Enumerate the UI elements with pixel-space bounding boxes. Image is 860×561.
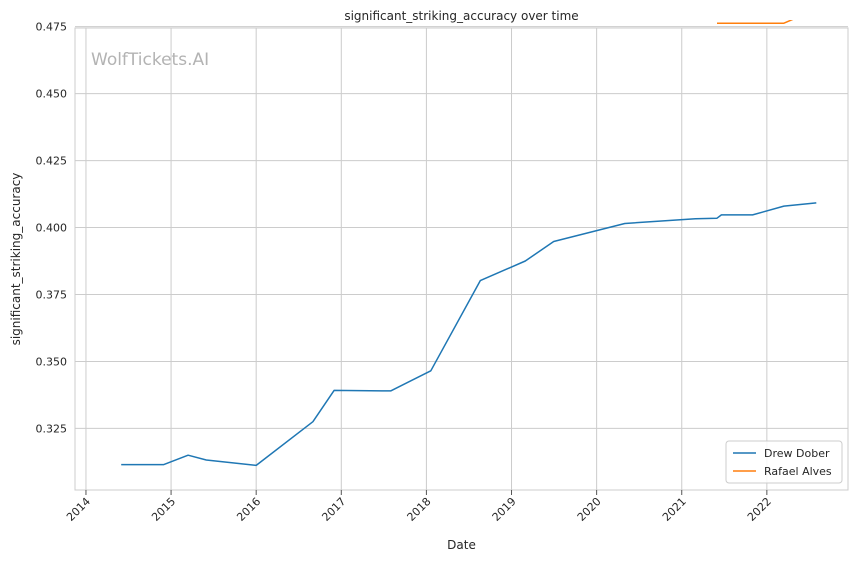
y-tick-label: 0.475 bbox=[36, 21, 68, 34]
legend-label: Rafael Alves bbox=[764, 465, 832, 478]
y-tick-label: 0.400 bbox=[36, 222, 68, 235]
chart-title: significant_striking_accuracy over time bbox=[344, 9, 578, 23]
x-axis-label: Date bbox=[447, 538, 476, 552]
plot-area bbox=[74, 27, 849, 491]
grid-lines bbox=[75, 26, 848, 490]
legend: Drew Dober Rafael Alves bbox=[725, 440, 843, 484]
watermark: WolfTickets.AI bbox=[91, 50, 209, 70]
y-tick-label: 0.350 bbox=[36, 355, 68, 368]
y-axis-label: significant_striking_accuracy bbox=[9, 173, 23, 346]
legend-box bbox=[725, 440, 843, 484]
y-tick-label: 0.325 bbox=[36, 422, 68, 435]
y-tick-labels: 0.325 0.350 0.375 0.400 0.425 0.450 0.475 bbox=[36, 21, 68, 436]
y-tick-label: 0.425 bbox=[36, 155, 68, 168]
series-line-rafael-alves bbox=[717, 20, 794, 24]
y-tick-label: 0.375 bbox=[36, 288, 68, 301]
series-lines bbox=[121, 20, 817, 467]
series-line-drew-dober bbox=[121, 202, 817, 467]
y-tick-label: 0.450 bbox=[36, 88, 68, 101]
legend-label: Drew Dober bbox=[764, 447, 830, 460]
